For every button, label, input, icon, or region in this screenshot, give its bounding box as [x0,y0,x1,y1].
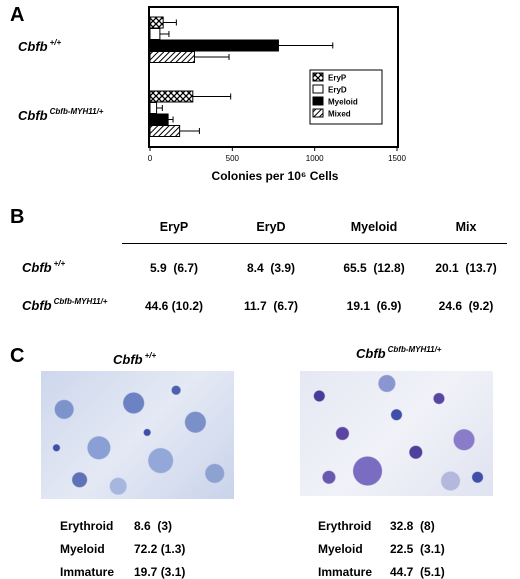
table-cell: 8.4 (3.9) [246,261,296,275]
panel-c-letter: C [10,345,25,367]
table-cell: 44.6 (10.2) [144,299,204,313]
table-cell: 20.1 (13.7) [435,261,497,275]
bar-eryp-group-2 [149,90,194,103]
panel-a-genotype-mut: Cbfb Cbfb-MYH11/+ [18,107,103,123]
genotype-sup: +/+ [53,259,66,268]
legend-label-myeloid: Myeloid [328,98,358,107]
table-header-rule [122,243,507,244]
x-tick-label: 1500 [388,154,406,163]
stat-label-immature: Immature [60,565,115,579]
table-cell: 65.5 (12.8) [343,261,405,275]
legend-label-eryp: EryP [328,74,347,83]
legend-swatch-myeloid [312,96,324,106]
stat-label-erythroid: Erythroid [60,519,114,533]
x-tick-label: 0 [148,154,153,163]
bars-group [149,16,334,137]
error-bar-eryd-group-2 [156,105,163,111]
genotype-base: Cbfb [113,352,143,367]
table-cell: 24.6 (9.2) [438,299,494,313]
panel-a-letter: A [10,4,25,26]
legend-swatch-eryp [312,72,324,82]
stat-label-myeloid: Myeloid [60,542,105,556]
table-row-genotype: Cbfb Cbfb-MYH11/+ [22,297,107,313]
table-cell: 11.7 (6.7) [243,299,299,313]
genotype-base: Cbfb [18,108,48,123]
stat-value-immature: 44.7 (5.1) [390,565,445,579]
error-bar-myeloid-group-2 [168,116,174,123]
error-bar-mixed-group-1 [194,54,230,60]
table-header-eryd: EryD [256,220,286,234]
table-header-mix: Mix [455,220,477,234]
x-axis-ticks: 0 500 1000 1500 [148,147,406,163]
plot-frame [148,6,399,148]
genotype-sup: Cbfb-MYH11/+ [49,107,104,116]
stat-value-erythroid: 32.8 (8) [390,519,435,533]
results-table: EryP EryD Myeloid Mix Cbfb +/+ 5.9 (6.7) 8.4 (3… [22,220,507,313]
panel-c-genotype-wt: Cbfb +/+ [113,351,156,367]
genotype-base: Cbfb [22,298,52,313]
micrograph-wt [41,371,234,499]
error-bar-eryp-group-2 [192,93,232,100]
legend-label-eryd: EryD [328,86,347,95]
error-bar-eryd-group-1 [159,31,170,37]
stat-value-immature: 19.7 (3.1) [134,565,186,579]
stat-value-myeloid: 22.5 (3.1) [390,542,445,556]
bar-mixed-group-1 [149,51,195,63]
table-cell: 19.1 (6.9) [346,299,402,313]
stat-label-immature: Immature [318,565,373,579]
stat-label-myeloid: Myeloid [318,542,363,556]
panel-b-letter: B [10,206,25,228]
panel-a-genotype-wt: Cbfb +/+ [18,38,61,54]
table-cell: 5.9 (6.7) [149,261,199,275]
error-bar-myeloid-group-1 [278,42,334,49]
genotype-sup: +/+ [49,38,62,47]
error-bar-eryp-group-1 [163,19,177,26]
genotype-sup: Cbfb-MYH11/+ [53,297,108,306]
table-header-eryp: EryP [159,220,189,234]
genotype-sup: +/+ [144,351,157,360]
genotype-sup: Cbfb-MYH11/+ [387,345,442,354]
stat-value-myeloid: 72.2 (1.3) [134,542,186,556]
x-tick-label: 1000 [306,154,324,163]
legend: EryP EryD Myeloid Mixed [309,69,383,125]
genotype-base: Cbfb [356,346,386,361]
genotype-base: Cbfb [18,39,48,54]
legend-label-mixed: Mixed [328,110,351,119]
error-bar-mixed-group-2 [179,128,200,134]
legend-swatch-eryd [312,84,324,94]
table-row-genotype: Cbfb +/+ [22,259,65,275]
panel-c-genotype-mut: Cbfb Cbfb-MYH11/+ [356,345,441,361]
stat-value-erythroid: 8.6 (3) [134,519,173,533]
x-axis-label: Colonies per 10⁶ Cells [212,169,339,183]
micrograph-mut [300,371,493,496]
bar-chart: 0 500 1000 1500 EryP EryD Myeloid Mixed Coloni… [148,6,406,183]
legend-swatch-mixed [312,108,324,118]
table-header-myeloid: Myeloid [350,220,398,234]
genotype-base: Cbfb [22,260,52,275]
stat-label-erythroid: Erythroid [318,519,372,533]
x-tick-label: 500 [226,154,240,163]
